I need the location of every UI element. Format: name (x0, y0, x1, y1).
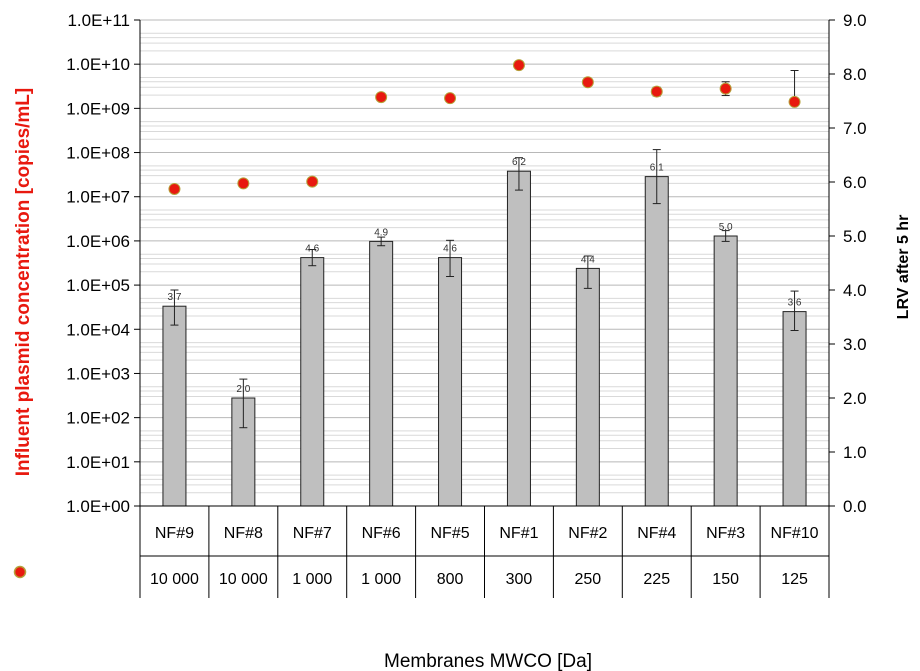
bar (438, 257, 463, 507)
data-point (237, 177, 250, 190)
left-tick-label: 1.0E+08 (66, 144, 130, 163)
bar-data-label: 4.6 (305, 244, 319, 255)
mwco-label: 150 (712, 571, 739, 588)
right-tick-label: 1.0 (843, 443, 867, 462)
right-tick-label: 8.0 (843, 65, 867, 84)
left-tick-label: 1.0E+01 (66, 453, 130, 472)
bar-data-label: 4.9 (374, 227, 388, 238)
right-tick-label: 2.0 (843, 389, 867, 408)
bar (506, 170, 531, 507)
bar-data-label: 5.0 (719, 222, 733, 233)
bar-data-label: 4.4 (581, 254, 595, 265)
bar (300, 257, 325, 507)
data-point (444, 92, 457, 105)
bar (644, 176, 669, 507)
x-axis-label: Membranes MWCO [Da] (384, 651, 592, 671)
category-label: NF#7 (293, 525, 332, 542)
bar-data-label: 6.2 (512, 157, 526, 168)
left-tick-label: 1.0E+11 (67, 11, 130, 30)
bar-data-labels: 3.7 2.0 4.6 4.9 4.6 6.2 4.4 6.1 5.0 3.6 (167, 157, 801, 395)
category-label: NF#9 (155, 525, 194, 542)
left-tick-label: 1.0E+05 (66, 276, 130, 295)
left-tick-label: 1.0E+02 (66, 409, 130, 428)
left-tick-label: 1.0E+10 (66, 55, 130, 74)
y-axis-label-right: LRV after 5 hr (895, 215, 912, 320)
y-axis-label-left: Influent plasmid concentration [copies/m… (13, 88, 34, 476)
mwco-label: 300 (506, 571, 533, 588)
category-label: NF#10 (771, 525, 819, 542)
data-point (650, 85, 663, 98)
left-tick-label: 1.0E+09 (66, 99, 130, 118)
bar-data-label: 3.7 (167, 292, 181, 303)
legend-point-marker (13, 565, 27, 579)
mwco-label: 225 (643, 571, 670, 588)
bar (369, 240, 394, 507)
bar-error-bars (170, 149, 799, 429)
mwco-label: 250 (574, 571, 601, 588)
category-label: NF#2 (568, 525, 607, 542)
left-tick-label: 1.0E+04 (66, 320, 130, 339)
legend (13, 565, 27, 579)
left-axis-ticks: 1.0E+00 1.0E+01 1.0E+02 1.0E+03 1.0E+04 1.0E+… (66, 11, 140, 516)
bar (713, 235, 738, 507)
bar (782, 311, 807, 507)
bar-data-label: 2.0 (236, 384, 250, 395)
category-label: NF#1 (499, 525, 538, 542)
right-tick-label: 7.0 (843, 119, 867, 138)
scatter-series (168, 59, 801, 195)
bar (575, 267, 600, 507)
category-label: NF#3 (706, 525, 745, 542)
right-tick-label: 4.0 (843, 281, 867, 300)
right-axis-ticks: 0.0 1.0 2.0 3.0 4.0 5.0 6.0 7.0 8.0 9.0 (829, 11, 867, 516)
right-tick-label: 3.0 (843, 335, 867, 354)
mwco-label: 1 000 (361, 571, 401, 588)
mwco-label: 1 000 (292, 571, 332, 588)
bar-data-label: 4.6 (443, 244, 457, 255)
left-tick-label: 1.0E+03 (66, 364, 130, 383)
data-point (719, 82, 732, 95)
mwco-label: 10 000 (219, 571, 268, 588)
bar (162, 305, 187, 507)
category-label: NF#5 (430, 525, 469, 542)
data-point (788, 95, 801, 108)
right-tick-label: 6.0 (843, 173, 867, 192)
category-label: NF#4 (637, 525, 676, 542)
bar-data-label: 3.6 (788, 298, 802, 309)
data-point (512, 59, 525, 72)
right-tick-label: 5.0 (843, 227, 867, 246)
left-tick-label: 1.0E+06 (66, 232, 130, 251)
bar-series (162, 170, 807, 507)
mwco-label: 800 (437, 571, 464, 588)
data-point (168, 182, 181, 195)
mwco-label: 10 000 (150, 571, 199, 588)
left-tick-label: 1.0E+07 (66, 188, 130, 207)
data-point (581, 76, 594, 89)
left-tick-label: 1.0E+00 (66, 497, 130, 516)
mwco-label: 125 (781, 571, 808, 588)
right-tick-label: 0.0 (843, 497, 867, 516)
bar-data-label: 6.1 (650, 163, 664, 174)
category-table: NF#9 10 000 NF#8 10 000 NF#7 1 000 NF#6 1 000 NF… (139, 506, 830, 598)
category-label: NF#6 (362, 525, 401, 542)
data-point (306, 175, 319, 188)
category-label: NF#8 (224, 525, 263, 542)
right-tick-label: 9.0 (843, 11, 867, 30)
data-point (375, 91, 388, 104)
